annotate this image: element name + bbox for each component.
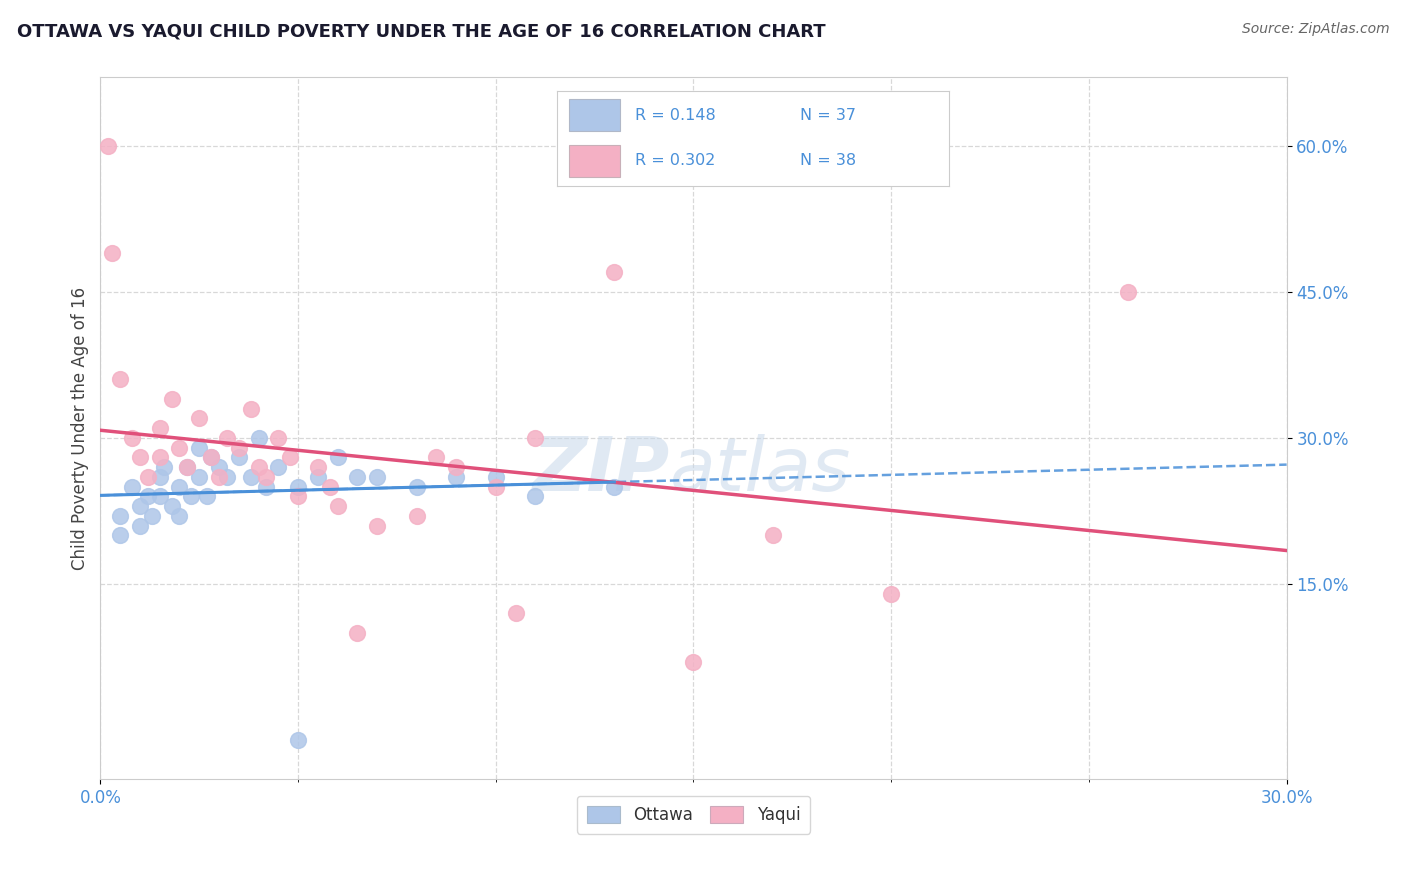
Point [215, 470, 238, 484]
Point [267, 460, 290, 475]
Point [176, 460, 198, 475]
Point [141, 508, 163, 523]
Legend: Ottawa, Yaqui: Ottawa, Yaqui [576, 796, 810, 834]
Point [195, 489, 218, 503]
Point [444, 460, 467, 475]
Point [425, 450, 447, 465]
Point [169, 508, 191, 523]
Point [239, 401, 262, 416]
Point [228, 450, 250, 465]
Point [208, 470, 231, 484]
Point [108, 372, 131, 386]
Point [149, 450, 172, 465]
Point [682, 655, 704, 669]
Point [247, 431, 270, 445]
Point [108, 508, 131, 523]
Point [346, 625, 368, 640]
Point [318, 480, 340, 494]
Point [326, 499, 349, 513]
Point [101, 245, 124, 260]
Point [160, 499, 183, 513]
Point [160, 392, 183, 406]
Point [267, 431, 290, 445]
Point [169, 441, 191, 455]
Point [444, 470, 467, 484]
Point [239, 470, 262, 484]
Point [287, 733, 309, 747]
Point [366, 470, 388, 484]
Point [97, 138, 120, 153]
Point [287, 489, 309, 503]
Point [603, 480, 626, 494]
Point [603, 265, 626, 279]
Point [121, 431, 143, 445]
Point [307, 460, 329, 475]
Point [149, 470, 172, 484]
Point [188, 441, 211, 455]
Point [169, 480, 191, 494]
Point [505, 607, 527, 621]
Point [149, 489, 172, 503]
Point [366, 518, 388, 533]
Point [287, 480, 309, 494]
Point [228, 441, 250, 455]
Point [254, 470, 277, 484]
Point [136, 489, 159, 503]
Text: atlas: atlas [669, 434, 851, 507]
Point [149, 421, 172, 435]
Point [108, 528, 131, 542]
Point [326, 450, 349, 465]
Point [128, 499, 150, 513]
Point [524, 431, 547, 445]
Point [254, 480, 277, 494]
Point [128, 518, 150, 533]
Point [188, 470, 211, 484]
Point [880, 587, 903, 601]
Point [200, 450, 222, 465]
Point [405, 508, 427, 523]
Point [136, 470, 159, 484]
Text: OTTAWA VS YAQUI CHILD POVERTY UNDER THE AGE OF 16 CORRELATION CHART: OTTAWA VS YAQUI CHILD POVERTY UNDER THE … [17, 22, 825, 40]
Point [346, 470, 368, 484]
Point [761, 528, 783, 542]
Point [247, 460, 270, 475]
Point [200, 450, 222, 465]
Point [524, 489, 547, 503]
Point [208, 460, 231, 475]
Point [188, 411, 211, 425]
Point [176, 460, 198, 475]
Point [128, 450, 150, 465]
Point [1118, 285, 1140, 299]
Point [405, 480, 427, 494]
Point [485, 480, 508, 494]
Point [307, 470, 329, 484]
Point [152, 460, 174, 475]
Text: Source: ZipAtlas.com: Source: ZipAtlas.com [1241, 22, 1389, 37]
Point [180, 489, 202, 503]
Point [485, 470, 508, 484]
Text: ZIP: ZIP [533, 434, 669, 507]
Point [215, 431, 238, 445]
Y-axis label: Child Poverty Under the Age of 16: Child Poverty Under the Age of 16 [72, 286, 89, 570]
Point [121, 480, 143, 494]
Point [278, 450, 301, 465]
